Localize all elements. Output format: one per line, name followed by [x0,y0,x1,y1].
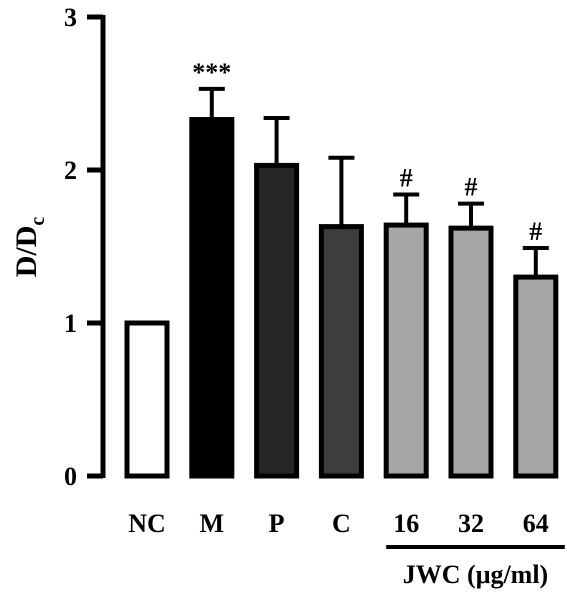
y-axis-title-main: D/D [10,226,43,278]
x-tick-label-64: 64 [523,509,549,538]
bar-16 [383,222,429,479]
bar-NC [124,320,170,479]
x-tick-label-C: C [332,509,351,538]
x-tick-label-32: 32 [458,509,484,538]
x-tick-label-NC: NC [128,509,166,538]
y-tick-label-2: 2 [64,156,77,185]
bar-C [318,224,364,479]
bar-32 [448,225,494,479]
plot-area: NC *** M P C #16 #32 #64 0 1 2 3 JWC (μg/ml) [64,3,565,589]
significance-label-64: # [529,217,542,246]
x-tick-label-M: M [200,509,225,538]
bar-P [254,162,300,479]
y-tick-label-3: 3 [64,3,77,32]
y-tick-label-0: 0 [64,462,77,491]
y-axis-title: D/Dc [10,217,49,278]
significance-label-M: *** [192,58,231,87]
x-tick-label-P: P [269,509,285,538]
bar-M [189,117,235,479]
bar-64 [513,274,559,479]
y-tick-label-1: 1 [64,309,77,338]
y-axis-label: D/Dc [10,217,49,278]
x-tick-label-16: 16 [393,509,419,538]
y-axis-title-subscript: c [27,217,49,226]
significance-label-16: # [400,163,413,192]
group-label: JWC (μg/ml) [403,560,548,589]
significance-label-32: # [465,173,478,202]
